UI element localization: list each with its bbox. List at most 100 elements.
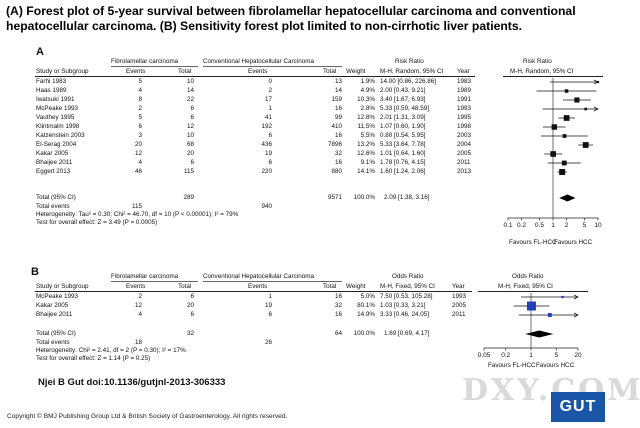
study-box xyxy=(564,89,569,93)
cell-w: 12.8% xyxy=(357,114,375,121)
cell-study: Haas 1989 xyxy=(36,87,67,94)
total-label: Total (95% CI) xyxy=(36,194,76,201)
total-t1: 289 xyxy=(183,194,194,201)
x-tick-label: 10 xyxy=(594,222,602,229)
cell-e2: 2 xyxy=(268,87,272,94)
cell-e2: 0 xyxy=(268,78,272,85)
x-tick-label: 0.2 xyxy=(501,352,510,359)
cell-ci: 3.40 [1.67, 6.93] xyxy=(380,96,426,103)
group1-header: Fibrolamellar carcinoma xyxy=(111,58,179,65)
total-t2: 9571 xyxy=(327,194,342,201)
col-total-1-b: Total xyxy=(178,283,192,290)
header-rule-left-b xyxy=(35,291,472,292)
cell-w: 4.9% xyxy=(360,87,375,94)
col-year: Year xyxy=(457,68,470,75)
total-weight-b: 100.0% xyxy=(353,330,375,337)
col-study: Study or Subgroup xyxy=(36,68,89,75)
group1-rule-b xyxy=(111,281,198,282)
favours-left: Favours FL-HCC xyxy=(509,239,557,246)
cell-study: Bhaijee 2011 xyxy=(36,159,73,166)
total-events-label: Total events xyxy=(36,203,70,210)
total-diamond xyxy=(559,194,576,202)
cell-study: Farhi 1983 xyxy=(36,78,67,85)
plot-header: Risk Ratio xyxy=(523,58,552,65)
copyright: Copyright © BMJ Publishing Group Ltd & B… xyxy=(7,413,288,420)
stat-sub: M-H, Random, 95% CI xyxy=(380,68,444,75)
cell-study: Kakar 2005 xyxy=(36,302,69,309)
cell-e1: 4 xyxy=(138,87,142,94)
x-tick-label: 0.1 xyxy=(503,222,512,229)
cell-e1: 12 xyxy=(134,150,142,157)
cell-e1: 46 xyxy=(134,168,142,175)
cell-w: 80.1% xyxy=(357,302,375,309)
favours-right: Favours HCC xyxy=(554,239,593,246)
x-tick-label: 20 xyxy=(574,352,582,359)
cell-e2: 1 xyxy=(268,105,272,112)
cell-e2: 17 xyxy=(264,96,272,103)
study-box xyxy=(559,169,566,175)
cell-ci: 1.60 [1.24, 2.06] xyxy=(380,168,426,175)
cell-e2: 6 xyxy=(268,159,272,166)
col-weight-b: Weight xyxy=(346,283,366,290)
col-weight: Weight xyxy=(346,68,366,75)
cell-t1: 6 xyxy=(190,159,194,166)
cell-e1: 4 xyxy=(138,311,142,318)
stat-header: Risk Ratio xyxy=(395,58,424,65)
cell-study: Kakar 2005 xyxy=(36,150,69,157)
figure-caption: (A) Forest plot of 5-year survival betwe… xyxy=(6,4,576,33)
cell-w: 14.9% xyxy=(357,311,375,318)
cell-year: 2005 xyxy=(452,302,467,309)
heterogeneity-text: Heterogeneity: Tau² = 0.30; Chi² = 46.70… xyxy=(36,211,239,218)
plot-sub-b: M-H, Fixed, 95% CI xyxy=(498,283,553,290)
cell-study: McPeake 1993 xyxy=(36,293,79,300)
cell-ci: 1.07 [0.60, 1.90] xyxy=(380,123,426,130)
cell-year: 1995 xyxy=(457,114,472,121)
cell-w: 11.5% xyxy=(357,123,375,130)
cell-t1: 6 xyxy=(190,114,194,121)
cell-t2: 880 xyxy=(331,168,342,175)
cell-year: 1993 xyxy=(452,293,467,300)
cell-e1: 4 xyxy=(138,159,142,166)
group2-rule-b xyxy=(203,281,342,282)
col-events-1: Events xyxy=(126,68,146,75)
gut-logo: GUT xyxy=(551,392,605,422)
cell-e2: 192 xyxy=(261,123,272,130)
cell-study: Katzenstein 2003 xyxy=(36,132,85,139)
panel-a-label: A xyxy=(36,46,44,58)
favours-left-b: Favours FL-HCC xyxy=(488,362,536,369)
cell-e1: 2 xyxy=(138,105,142,112)
cell-ci: 1.78 [0.76, 4.15] xyxy=(380,159,426,166)
cell-w: 1.9% xyxy=(360,78,375,85)
group2-rule xyxy=(203,66,342,67)
overall-effect-text: Test for overall effect: Z = 3.49 (P = 0… xyxy=(36,219,158,226)
cell-ci: 5.33 [0.59, 48.59] xyxy=(380,105,430,112)
study-box xyxy=(582,142,589,148)
cell-year: 1993 xyxy=(457,105,472,112)
cell-e1: 12 xyxy=(134,302,142,309)
cell-ci: 7.50 [0.53, 105.28] xyxy=(380,293,433,300)
cell-ci: 3.33 [0.46, 24.05] xyxy=(380,311,430,318)
cell-ci: 2.00 [0.43, 9.21] xyxy=(380,87,426,94)
total-ci: 2.09 [1.38, 3.16] xyxy=(384,194,430,201)
cell-year: 2013 xyxy=(457,168,472,175)
cell-year: 2005 xyxy=(457,150,472,157)
cell-ci: 2.01 [1.31, 3.09] xyxy=(380,114,426,121)
group1-header-b: Fibrolamellar carcinoma xyxy=(111,273,179,280)
cell-study: Eggert 2013 xyxy=(36,168,71,175)
x-tick-label: 5 xyxy=(583,222,587,229)
study-box xyxy=(561,160,567,166)
cell-study: Klintmalm 1998 xyxy=(36,123,80,130)
col-events-1-b: Events xyxy=(126,283,146,290)
total-e1-b: 18 xyxy=(134,339,142,346)
cell-study: Iwatsuki 1991 xyxy=(36,96,75,103)
cell-t1: 10 xyxy=(186,132,194,139)
cell-t2: 13 xyxy=(334,78,342,85)
cell-t1: 14 xyxy=(186,87,194,94)
cell-t2: 410 xyxy=(331,123,342,130)
cell-year: 1991 xyxy=(457,96,472,103)
x-tick-label: 1 xyxy=(529,352,533,359)
stat-header-b: Odds Ratio xyxy=(392,273,424,280)
cell-w: 12.6% xyxy=(357,150,375,157)
x-tick-label: 1 xyxy=(551,222,555,229)
